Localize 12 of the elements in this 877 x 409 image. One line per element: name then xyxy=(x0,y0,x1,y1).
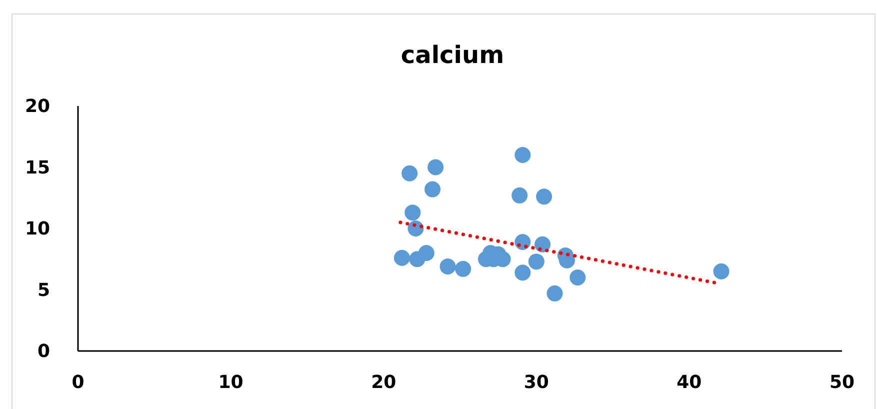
y-tick-label: 5 xyxy=(37,280,50,301)
chart-title: calcium xyxy=(400,41,504,69)
x-tick-label: 20 xyxy=(371,372,396,393)
x-tick-label: 40 xyxy=(676,372,702,393)
y-tick-label: 0 xyxy=(37,341,50,362)
x-tick-label: 50 xyxy=(829,372,855,393)
y-tick-label: 15 xyxy=(24,157,50,178)
y-tick-label: 10 xyxy=(24,218,50,240)
x-tick-label: 10 xyxy=(218,372,244,393)
x-tick-label: 30 xyxy=(524,372,549,393)
x-tick-label: 0 xyxy=(72,372,84,393)
y-tick-label: 20 xyxy=(24,96,50,117)
